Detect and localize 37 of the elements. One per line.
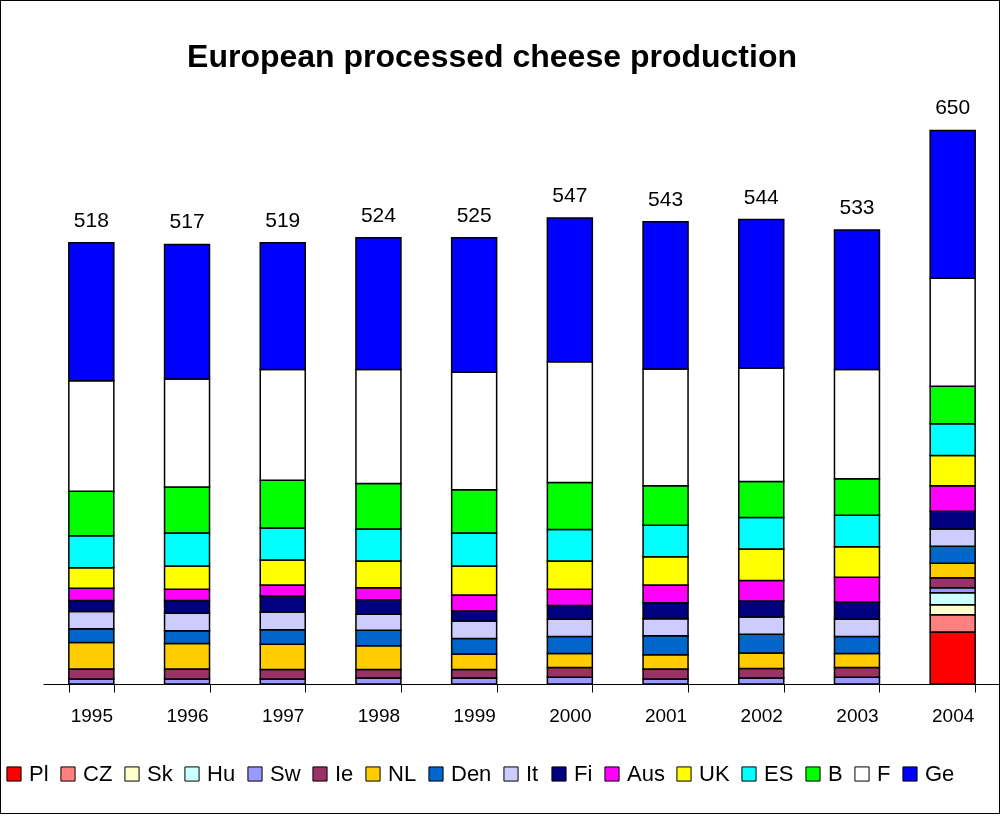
legend-label: NL (388, 761, 417, 786)
x-tick-label: 1999 (453, 704, 496, 726)
legend-label: Pl (29, 761, 49, 786)
annotation: 525 (456, 202, 492, 226)
legend-label: UK (699, 761, 730, 786)
annotation: 650 (935, 95, 971, 119)
legend-label: ES (764, 761, 794, 786)
x-tick-label: 1998 (357, 704, 401, 726)
legend-label: Fi (574, 761, 593, 786)
annotation: 533 (839, 195, 875, 219)
legend-label: B (828, 761, 843, 786)
annotation: 547 (552, 182, 588, 206)
legend-label: Sk (147, 761, 174, 786)
x-tick-label: 2003 (836, 704, 879, 726)
annotation: 517 (169, 209, 205, 233)
legend-label: F (877, 761, 891, 786)
legend-label: Hu (207, 761, 236, 786)
annotation: 543 (648, 186, 684, 210)
x-tick-label: 2002 (740, 704, 783, 726)
legend-label: Aus (627, 761, 665, 786)
x-tick-label: 2001 (644, 704, 688, 726)
legend-label: Sw (270, 761, 301, 786)
x-tick-label: 1995 (70, 704, 113, 726)
chart-title: European processed cheese production (187, 38, 797, 74)
x-tick-label: 1996 (166, 704, 209, 726)
x-tick-label: 2000 (549, 704, 592, 726)
annotation: 524 (360, 202, 397, 226)
legend-label: Ge (925, 761, 955, 786)
x-tick-label: 1997 (262, 704, 305, 726)
x-tick-label: 2004 (932, 704, 975, 726)
legend-label: CZ (83, 761, 113, 786)
annotation: 518 (73, 207, 109, 231)
annotation: 519 (265, 207, 301, 231)
legend-label: Ie (335, 761, 354, 786)
legend-label: It (526, 761, 539, 786)
annotation: 544 (743, 184, 780, 208)
legend-label: Den (451, 761, 492, 786)
